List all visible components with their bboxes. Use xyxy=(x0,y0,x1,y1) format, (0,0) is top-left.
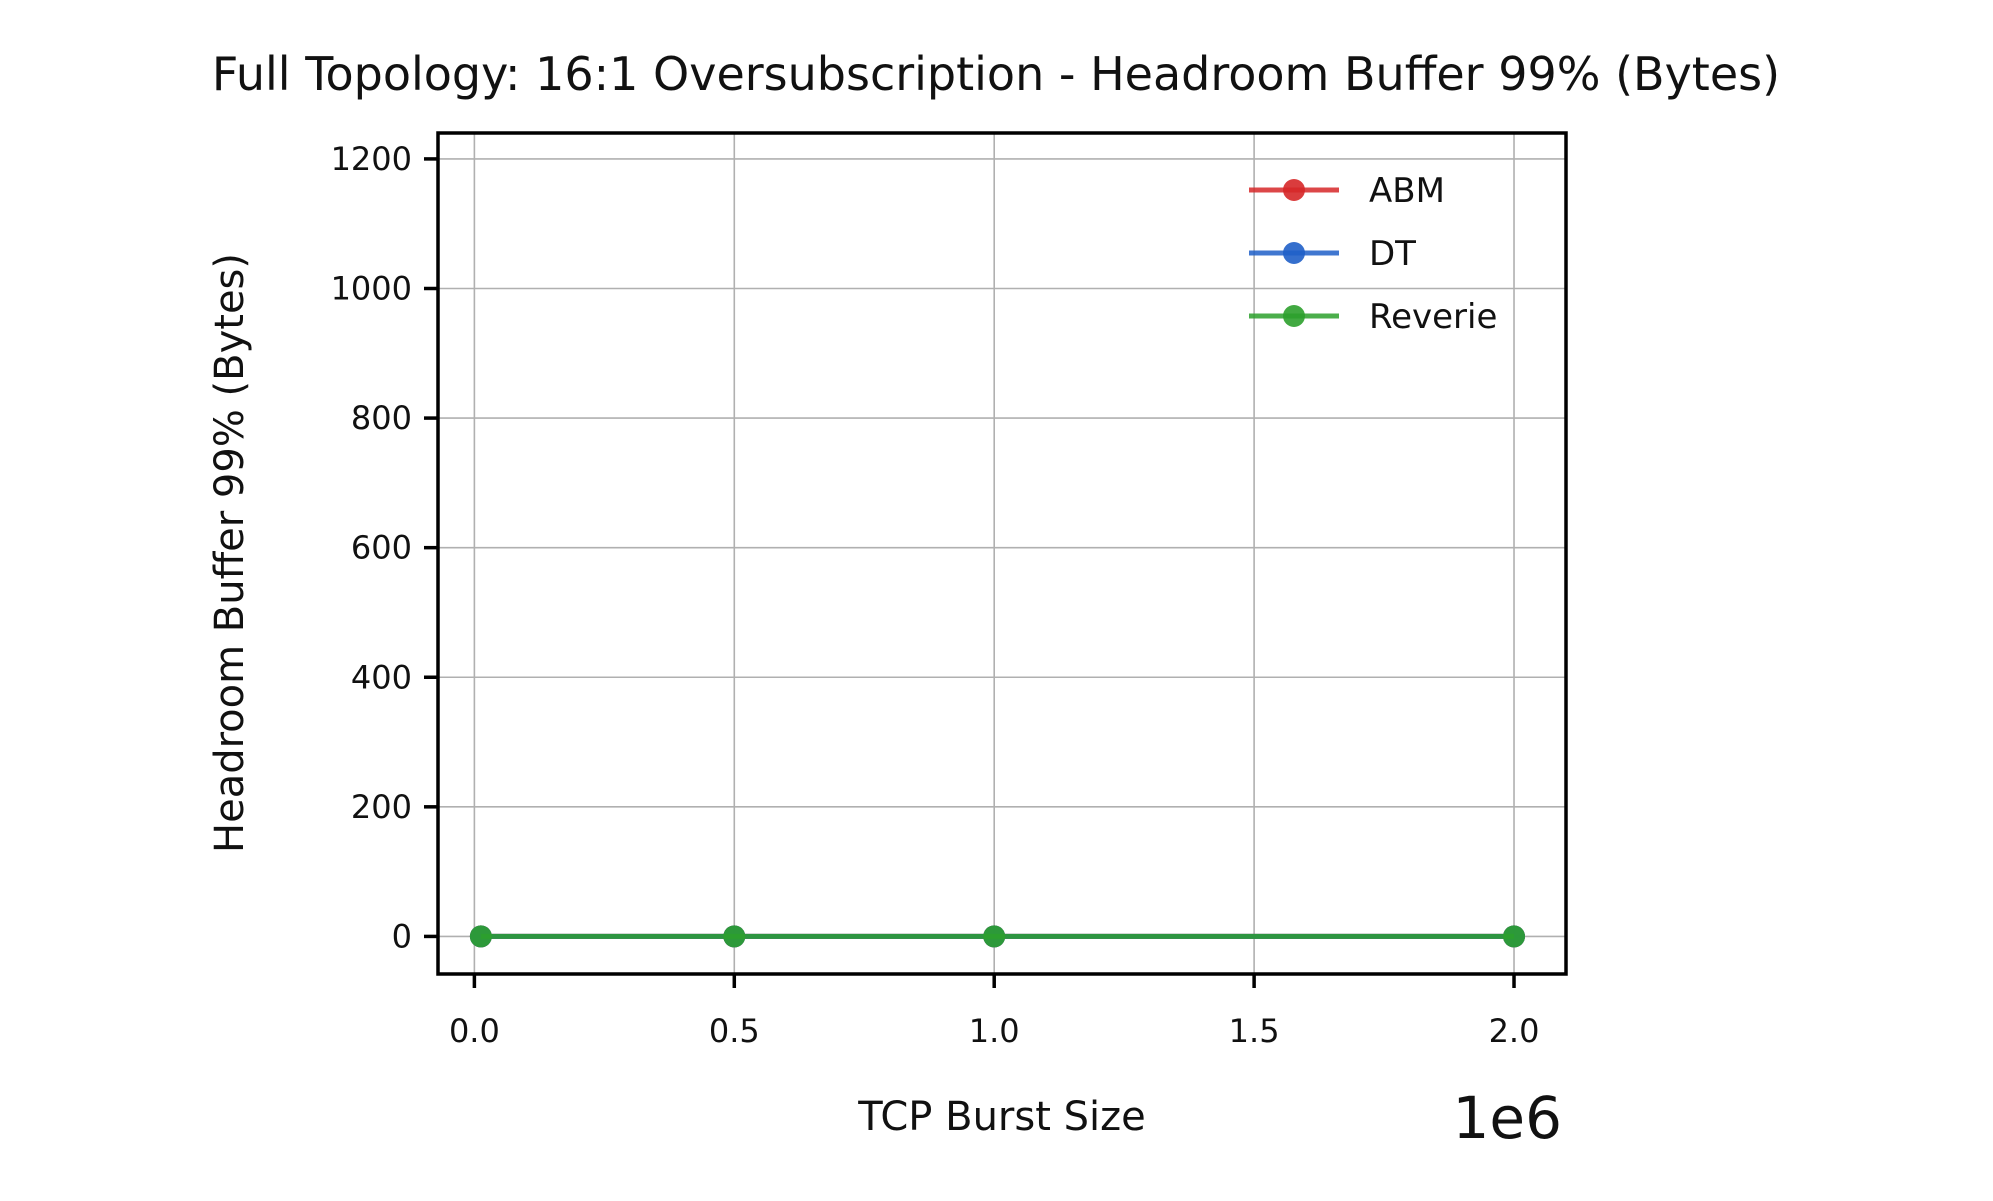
y-tick-label: 600 xyxy=(351,529,412,567)
y-tick-label: 1000 xyxy=(331,270,412,308)
y-tick-label: 0 xyxy=(392,917,412,955)
plot-frame xyxy=(436,131,1568,976)
x-axis-label: TCP Burst Size xyxy=(857,1094,1145,1140)
x-tick-label: 1.0 xyxy=(969,1012,1020,1050)
y-tick-label: 400 xyxy=(351,658,412,696)
x-axis-offset-label: 1e6 xyxy=(1453,1084,1563,1152)
legend: ABM DT Reverie xyxy=(1249,171,1497,337)
y-tick-label: 200 xyxy=(351,788,412,826)
x-tick-label: 1.5 xyxy=(1229,1012,1280,1050)
data-point xyxy=(1503,925,1526,948)
data-point xyxy=(723,925,746,948)
legend-marker xyxy=(1283,179,1305,201)
legend-marker xyxy=(1283,305,1305,327)
y-axis-label: Headroom Buffer 99% (Bytes) xyxy=(207,253,253,853)
legend-label: DT xyxy=(1369,234,1416,274)
data-point xyxy=(469,925,492,948)
series-layer xyxy=(469,925,1526,948)
legend-label: ABM xyxy=(1369,171,1445,211)
x-tick-label: 0.5 xyxy=(709,1012,760,1050)
x-tick-label: 2.0 xyxy=(1489,1012,1540,1050)
legend-label: Reverie xyxy=(1369,297,1497,337)
x-tick-label: 0.0 xyxy=(449,1012,500,1050)
data-point xyxy=(983,925,1006,948)
y-tick-label: 800 xyxy=(351,399,412,437)
tick-layer: 0.0 0.5 1.0 1.5 2.0 0 200 400 600 800 1000 1200 xyxy=(331,140,1540,1050)
y-tick-label: 1200 xyxy=(331,140,412,178)
legend-marker xyxy=(1283,242,1305,264)
chart-title: Full Topology: 16:1 Oversubscription - H… xyxy=(212,47,1780,101)
